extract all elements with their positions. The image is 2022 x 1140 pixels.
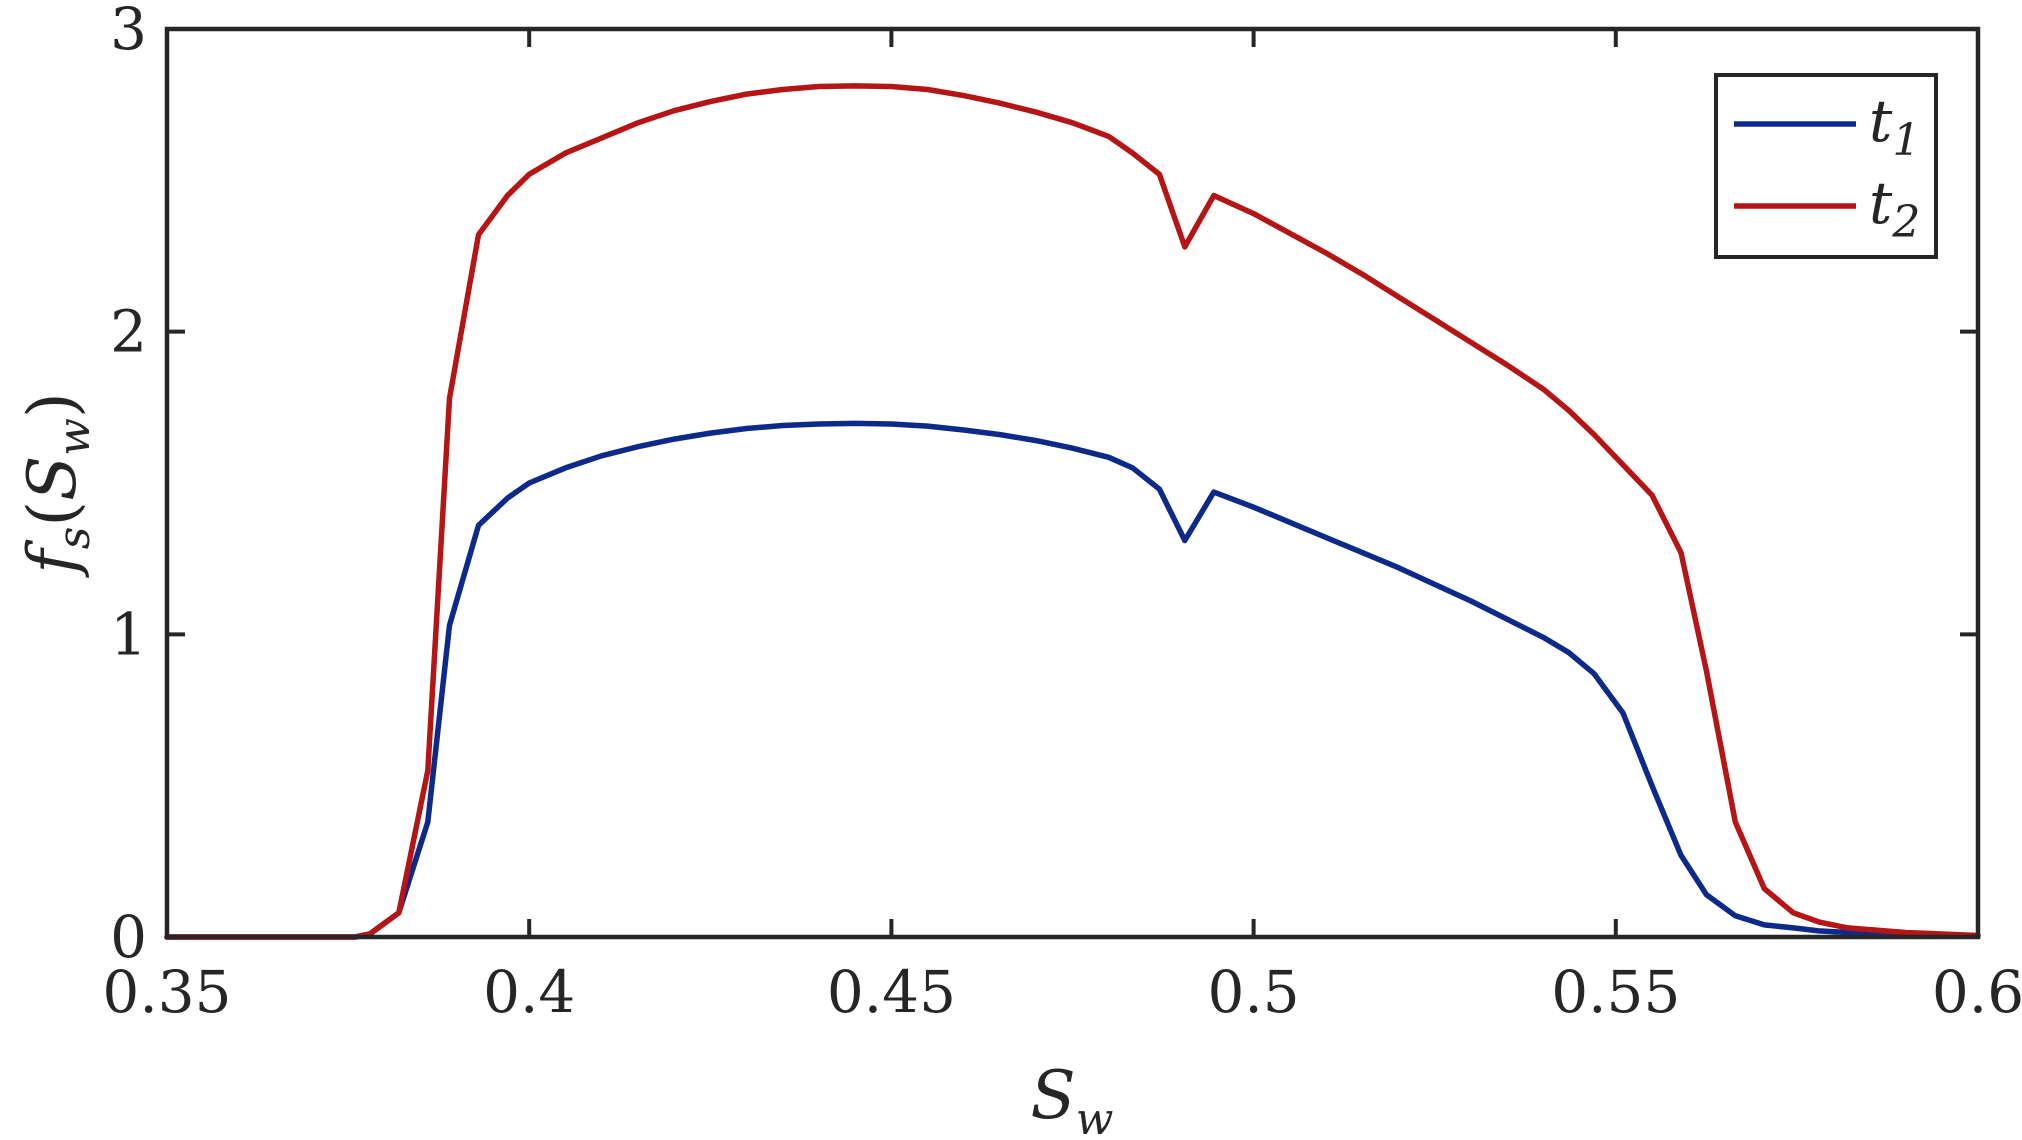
- x-tick-label: 0.4: [483, 958, 575, 1026]
- x-tick-label: 0.35: [102, 958, 231, 1026]
- x-axis-title: Sw: [1031, 1057, 1114, 1140]
- x-tick-label: 0.5: [1207, 958, 1299, 1026]
- y-tick-label: 2: [110, 298, 147, 366]
- series-line-t1: [164, 420, 1981, 940]
- y-tick-label: 3: [110, 0, 147, 63]
- y-tick-label: 0: [110, 903, 147, 971]
- series-layer: [164, 83, 1981, 940]
- y-axis-title: fs(Sw): [14, 392, 100, 578]
- legend: t1 t2: [1714, 73, 1938, 259]
- plot-area-frame: [164, 26, 1981, 940]
- legend-label-t2: t2: [1869, 169, 1920, 248]
- legend-label-t1: t1: [1869, 87, 1920, 166]
- y-tick-label: 1: [110, 600, 147, 668]
- legend-box: [1714, 73, 1938, 259]
- series-line-t2: [164, 83, 1981, 940]
- x-tick-label: 0.45: [827, 958, 956, 1026]
- x-tick-label: 0.6: [1932, 958, 2022, 1026]
- x-tick-label: 0.55: [1551, 958, 1680, 1026]
- tick-layer: 0.35 0.4 0.45 0.5 0.55 0.6 0 1 2 3: [102, 0, 2022, 1026]
